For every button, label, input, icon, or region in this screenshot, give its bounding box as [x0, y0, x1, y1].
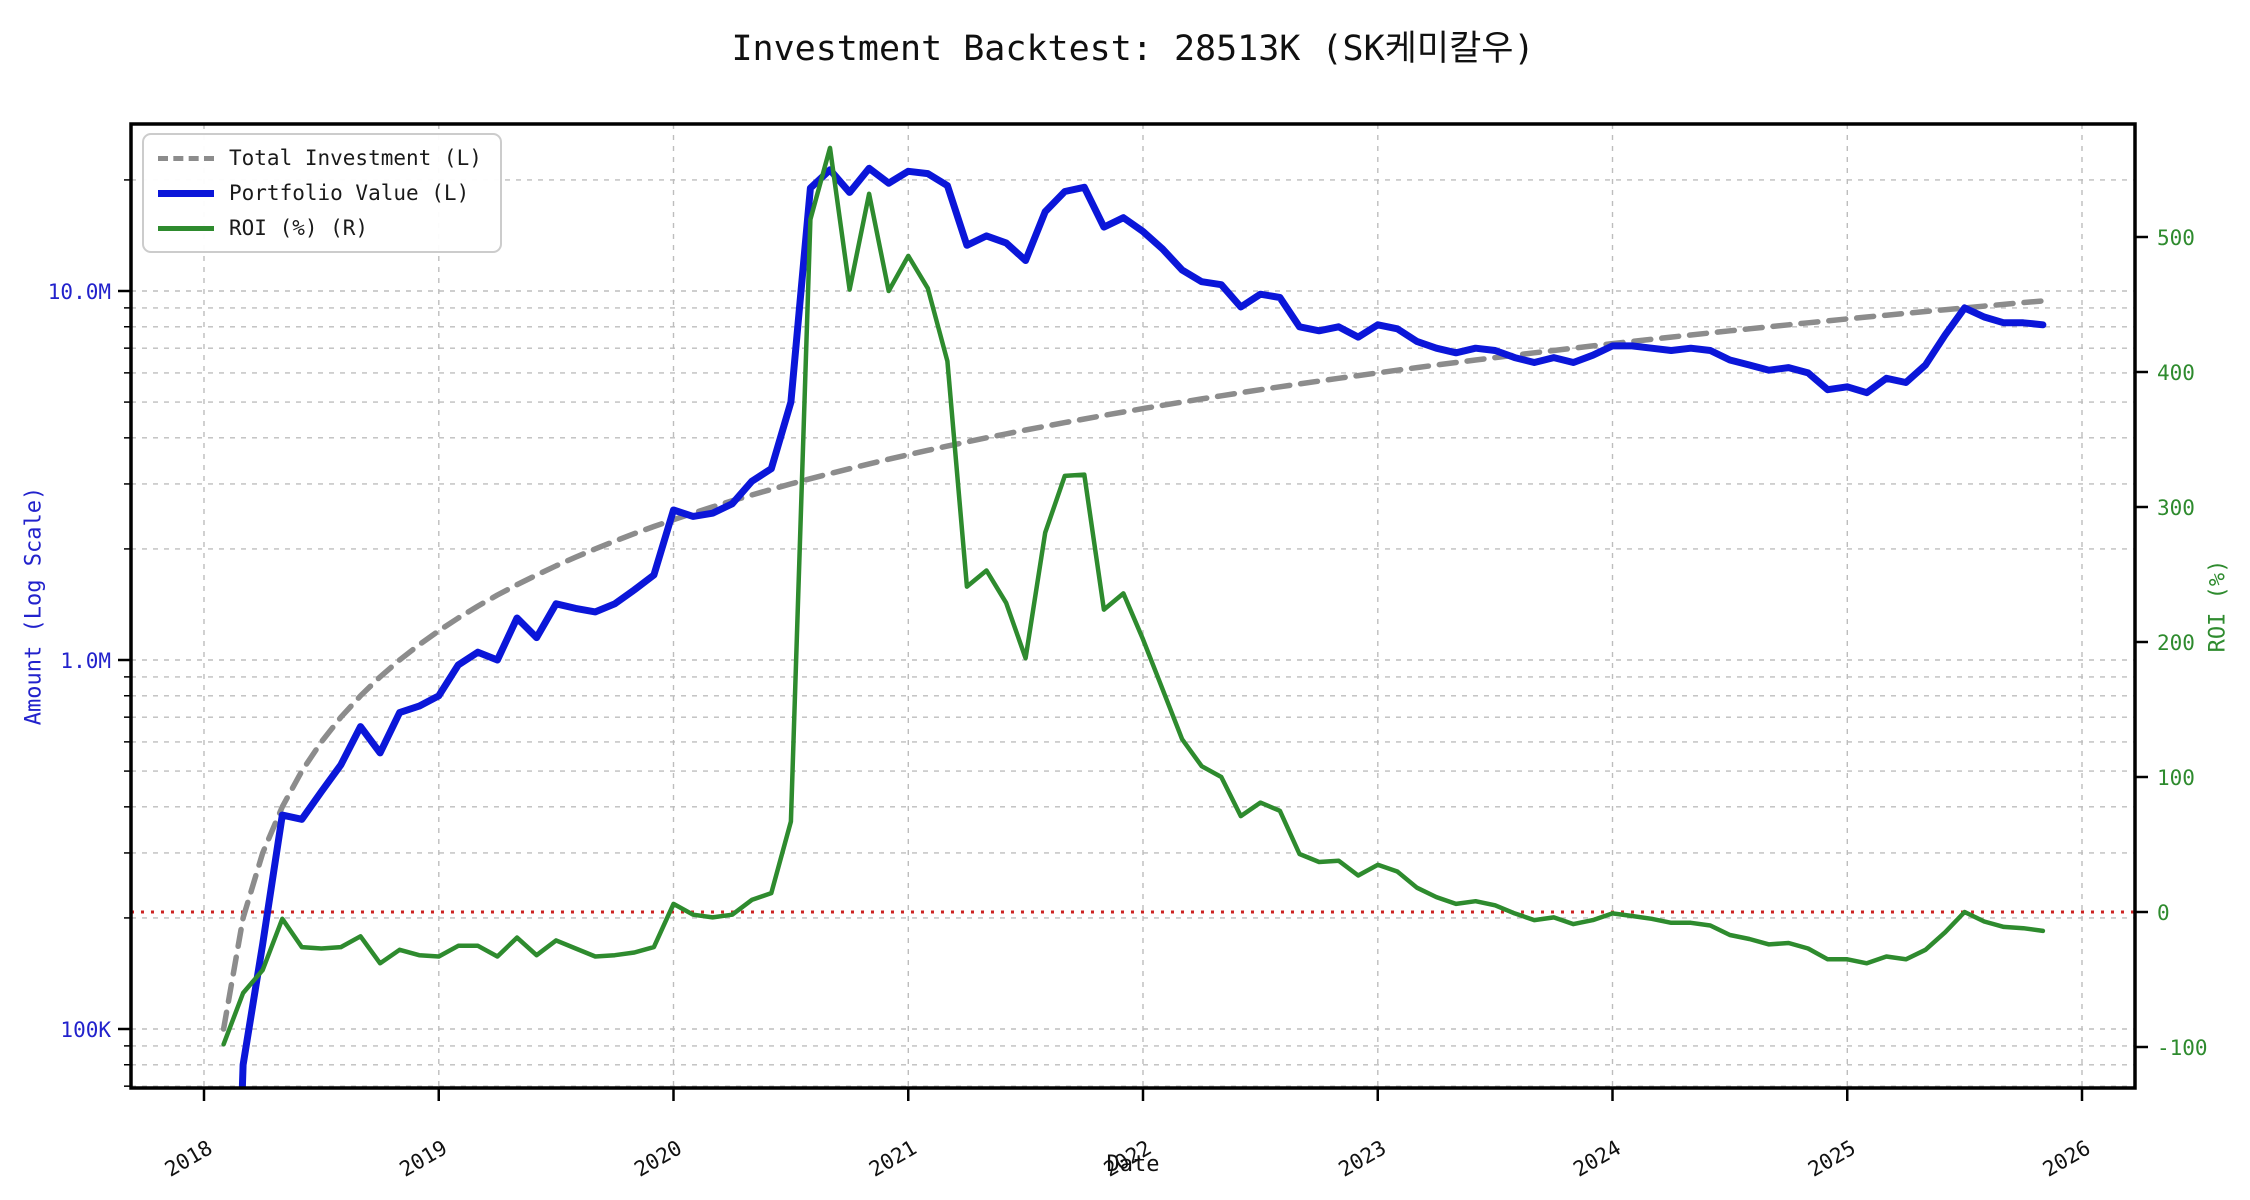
- x-axis-label: Date: [1106, 1152, 1160, 1177]
- series-roi-line: [221, 145, 2046, 1047]
- y-axis-left-label: Amount (Log Scale): [21, 486, 47, 726]
- axis-ticks: [118, 179, 2148, 1101]
- right-tick-label: -100: [2157, 1036, 2208, 1060]
- right-tick-label: 500: [2157, 226, 2195, 250]
- legend-item-roi: ROI (%) (R): [158, 215, 482, 241]
- solid-line-swatch-icon: [158, 225, 214, 231]
- legend: Total Investment (L) Portfolio Value (L)…: [142, 133, 502, 253]
- axes-spines: [129, 122, 2137, 1090]
- series-lines: [220, 145, 2047, 1088]
- y-axis-right-label: ROI (%): [2205, 559, 2231, 653]
- legend-label: Total Investment (L): [229, 146, 482, 170]
- solid-line-swatch-icon: [158, 189, 214, 197]
- right-tick-label: 400: [2157, 361, 2195, 385]
- left-tick-label: 1.0M: [60, 649, 111, 673]
- legend-label: Portfolio Value (L): [229, 181, 470, 205]
- legend-item-portfolio-value: Portfolio Value (L): [158, 180, 482, 206]
- right-tick-label: 0: [2157, 901, 2170, 925]
- series-portfolio-value-line: [238, 164, 2047, 1088]
- grid: [131, 124, 2135, 1088]
- series-total-investment-line: [220, 298, 2046, 1032]
- chart-title: Investment Backtest: 28513K (SK케미칼우): [731, 29, 1535, 69]
- dashed-line-swatch-icon: [158, 155, 214, 161]
- legend-label: ROI (%) (R): [229, 216, 369, 240]
- right-tick-label: 100: [2157, 766, 2195, 790]
- left-tick-label: 10.0M: [48, 280, 111, 304]
- legend-item-total-investment: Total Investment (L): [158, 145, 482, 171]
- left-tick-label: 100K: [60, 1018, 111, 1042]
- axis-tick-labels: 2018 2019 2020 2021 2022 2023 2024 2025 2026100K…: [48, 226, 2208, 1182]
- right-tick-label: 200: [2157, 631, 2195, 655]
- right-tick-label: 300: [2157, 496, 2195, 520]
